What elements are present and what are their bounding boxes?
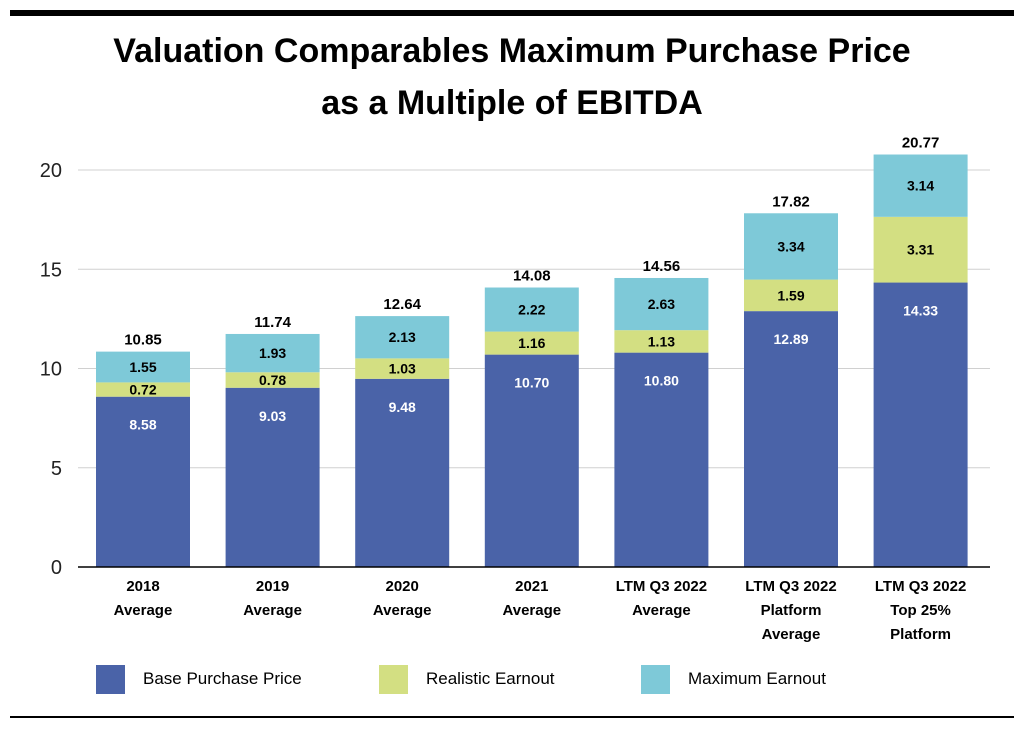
total-label: 11.74 bbox=[254, 314, 291, 331]
x-category-label: Average bbox=[502, 602, 561, 619]
y-tick-label: 15 bbox=[40, 259, 62, 281]
data-label: 3.31 bbox=[907, 242, 934, 258]
data-label: 1.59 bbox=[777, 287, 804, 303]
bar-segment bbox=[355, 378, 450, 567]
bar-segment bbox=[355, 358, 450, 379]
data-label: 0.72 bbox=[129, 382, 156, 398]
data-label: 3.34 bbox=[777, 238, 804, 254]
bar-segment bbox=[484, 287, 579, 332]
x-category-label: Average bbox=[762, 626, 821, 643]
data-label: 2.13 bbox=[389, 329, 416, 345]
bar-segment bbox=[96, 382, 190, 397]
x-category-label: Average bbox=[373, 602, 432, 619]
legend-label: Maximum Earnout bbox=[688, 669, 826, 688]
x-category-label: Top 25% bbox=[890, 602, 951, 619]
data-label: 1.13 bbox=[648, 333, 675, 349]
data-label: 10.80 bbox=[644, 373, 679, 389]
bar-segment bbox=[96, 396, 190, 567]
x-category-label: LTM Q3 2022 bbox=[616, 578, 707, 595]
bar-segment bbox=[614, 352, 709, 567]
data-label: 2.22 bbox=[518, 302, 545, 318]
bar-segment bbox=[484, 354, 579, 567]
legend-swatch bbox=[379, 665, 408, 694]
legend-swatch bbox=[96, 665, 125, 694]
legend-swatch bbox=[641, 665, 670, 694]
data-label: 12.89 bbox=[773, 331, 808, 347]
x-category-label: LTM Q3 2022 bbox=[745, 578, 836, 595]
bar-segment bbox=[744, 279, 838, 312]
data-label: 1.16 bbox=[518, 335, 545, 351]
legend-label: Realistic Earnout bbox=[426, 669, 555, 688]
bar-segment bbox=[225, 333, 320, 373]
total-label: 17.82 bbox=[772, 193, 810, 210]
legend-label: Base Purchase Price bbox=[143, 669, 302, 688]
total-label: 14.08 bbox=[513, 268, 551, 285]
x-category-label: 2021 bbox=[515, 578, 548, 595]
data-label: 1.03 bbox=[389, 361, 416, 377]
top-rule bbox=[10, 10, 1014, 16]
bar-segment bbox=[614, 277, 709, 331]
total-label: 10.85 bbox=[124, 332, 162, 349]
bar-segment bbox=[225, 372, 320, 388]
data-label: 9.03 bbox=[259, 408, 286, 424]
y-tick-label: 5 bbox=[51, 458, 62, 480]
data-label: 14.33 bbox=[903, 303, 938, 319]
data-label: 0.78 bbox=[259, 372, 286, 388]
bar-segment bbox=[225, 387, 320, 567]
x-category-label: Platform bbox=[890, 626, 951, 643]
bottom-rule bbox=[10, 716, 1014, 718]
total-label: 12.64 bbox=[383, 296, 421, 313]
x-category-label: Average bbox=[632, 602, 691, 619]
x-category-label: Average bbox=[243, 602, 302, 619]
x-category-label: Average bbox=[114, 602, 173, 619]
total-label: 20.77 bbox=[902, 135, 940, 152]
data-label: 8.58 bbox=[129, 417, 156, 433]
data-label: 9.48 bbox=[389, 399, 416, 415]
y-tick-label: 20 bbox=[40, 160, 62, 182]
y-tick-label: 10 bbox=[40, 359, 62, 381]
bar-segment bbox=[873, 154, 968, 217]
bar-segment bbox=[484, 331, 579, 355]
bar-segment bbox=[873, 282, 968, 567]
total-label: 14.56 bbox=[643, 258, 681, 275]
data-label: 2.63 bbox=[648, 296, 675, 312]
y-tick-label: 0 bbox=[51, 557, 62, 579]
bar-segment bbox=[96, 351, 190, 383]
chart-title-line-2: as a Multiple of EBITDA bbox=[321, 84, 703, 122]
x-category-label: 2020 bbox=[386, 578, 419, 595]
bar-segment bbox=[873, 216, 968, 283]
x-category-label: 2019 bbox=[256, 578, 289, 595]
data-label: 10.70 bbox=[514, 375, 549, 391]
chart-title-line-1: Valuation Comparables Maximum Purchase P… bbox=[113, 32, 911, 70]
bar-segment bbox=[355, 316, 450, 359]
bar-segment bbox=[744, 311, 838, 567]
bar-segment bbox=[614, 330, 709, 353]
x-category-label: Platform bbox=[761, 602, 822, 619]
data-label: 3.14 bbox=[907, 178, 934, 194]
x-category-label: 2018 bbox=[126, 578, 159, 595]
data-label: 1.55 bbox=[129, 359, 156, 375]
data-label: 1.93 bbox=[259, 345, 286, 361]
x-category-label: LTM Q3 2022 bbox=[875, 578, 966, 595]
bar-segment bbox=[744, 213, 838, 280]
